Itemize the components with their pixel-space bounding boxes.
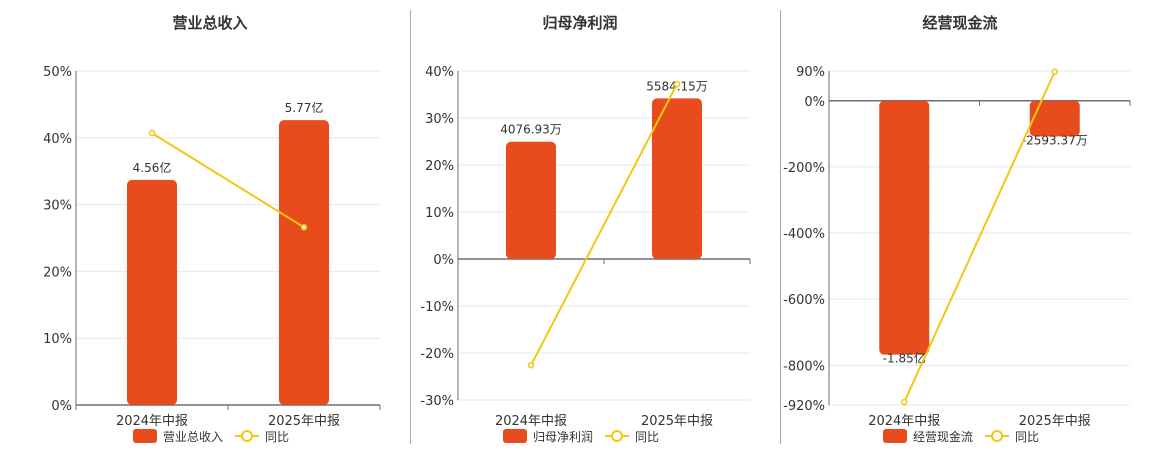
bar-data-label: 5.77亿 [285, 100, 324, 115]
y-tick-label: 50% [43, 65, 72, 80]
bar-data-label: 4.56亿 [133, 160, 172, 175]
yoy-line [903, 71, 1056, 403]
y-tick-label: -20% [420, 347, 454, 362]
legend-bar-label: 归母净利润 [533, 430, 593, 444]
x-tick-label: 2025年中报 [1019, 414, 1091, 429]
yoy-point [300, 224, 308, 231]
y-tick-label: 10% [43, 332, 72, 347]
yoy-point [901, 398, 908, 406]
yoy-point [527, 361, 535, 369]
x-tick-label: 2024年中报 [868, 414, 940, 429]
bar [127, 179, 177, 405]
y-tick-label: 20% [425, 159, 454, 174]
y-tick-label: 0% [433, 253, 454, 268]
y-tick-label: -400% [783, 227, 825, 242]
bar [279, 120, 329, 406]
legend-bar-label: 经营现金流 [913, 429, 973, 444]
y-tick-label: 0% [51, 399, 72, 414]
y-tick-label: -30% [420, 394, 454, 409]
y-tick-label: 90% [796, 65, 825, 80]
x-tick-label: 2024年中报 [116, 414, 188, 429]
yoy-point [1051, 68, 1058, 75]
x-tick-label: 2025年中报 [641, 414, 713, 429]
bar-data-label: 4076.93万 [500, 123, 562, 137]
y-tick-label: 10% [425, 206, 454, 221]
yoy-line [530, 83, 678, 366]
yoy-line [151, 132, 305, 229]
bar-data-label: -2593.37万 [1022, 133, 1088, 147]
yoy-point [673, 80, 681, 88]
chart-title: 营业总收入 [172, 14, 247, 32]
bar [879, 100, 930, 355]
chart-2: 归母净利润 40% 30% 20% 10% 0% -10% -20% -30% 2024年中报 20… [420, 14, 751, 444]
bar-data-label: -1.85亿 [883, 351, 926, 366]
legend-bar-swatch [883, 429, 907, 443]
legend-line-label: 同比 [265, 430, 289, 444]
y-tick-label: 30% [425, 112, 454, 127]
y-tick-label: 40% [43, 132, 72, 147]
chart-3: 经营现金流 90% 0% -200% -400% -600% -800% -920% 2024年… [783, 14, 1131, 444]
x-tick-label: 2024年中报 [495, 414, 567, 429]
y-tick-label: -920% [783, 399, 825, 414]
y-tick-label: -800% [783, 359, 825, 374]
chart-title: 归母净利润 [542, 14, 617, 32]
y-tick-label: -10% [420, 300, 454, 315]
legend-bar-swatch [503, 429, 527, 443]
legend-line-marker [241, 430, 253, 442]
y-tick-label: -200% [783, 161, 825, 176]
y-tick-label: 40% [425, 65, 454, 80]
y-tick-label: 0% [804, 95, 825, 110]
legend-bar-label: 营业总收入 [163, 430, 223, 444]
legend-line-label: 同比 [1015, 430, 1039, 444]
legend-bar-swatch [133, 429, 157, 443]
bar [652, 98, 702, 260]
bar [1029, 100, 1080, 137]
legend-line-marker [611, 430, 623, 442]
y-tick-label: 30% [43, 199, 72, 214]
chart-title: 经营现金流 [922, 14, 997, 32]
y-tick-label: 20% [43, 265, 72, 280]
chart-1: 营业总收入 50% 40% 30% 20% 10% 0% 2024年中报 2025年中报 4.56… [43, 14, 381, 444]
x-tick-label: 2025年中报 [268, 414, 340, 429]
bar [506, 141, 556, 259]
legend-line-marker [991, 430, 1003, 442]
legend-line-label: 同比 [635, 430, 659, 444]
y-tick-label: -600% [783, 293, 825, 308]
yoy-point [148, 129, 156, 137]
